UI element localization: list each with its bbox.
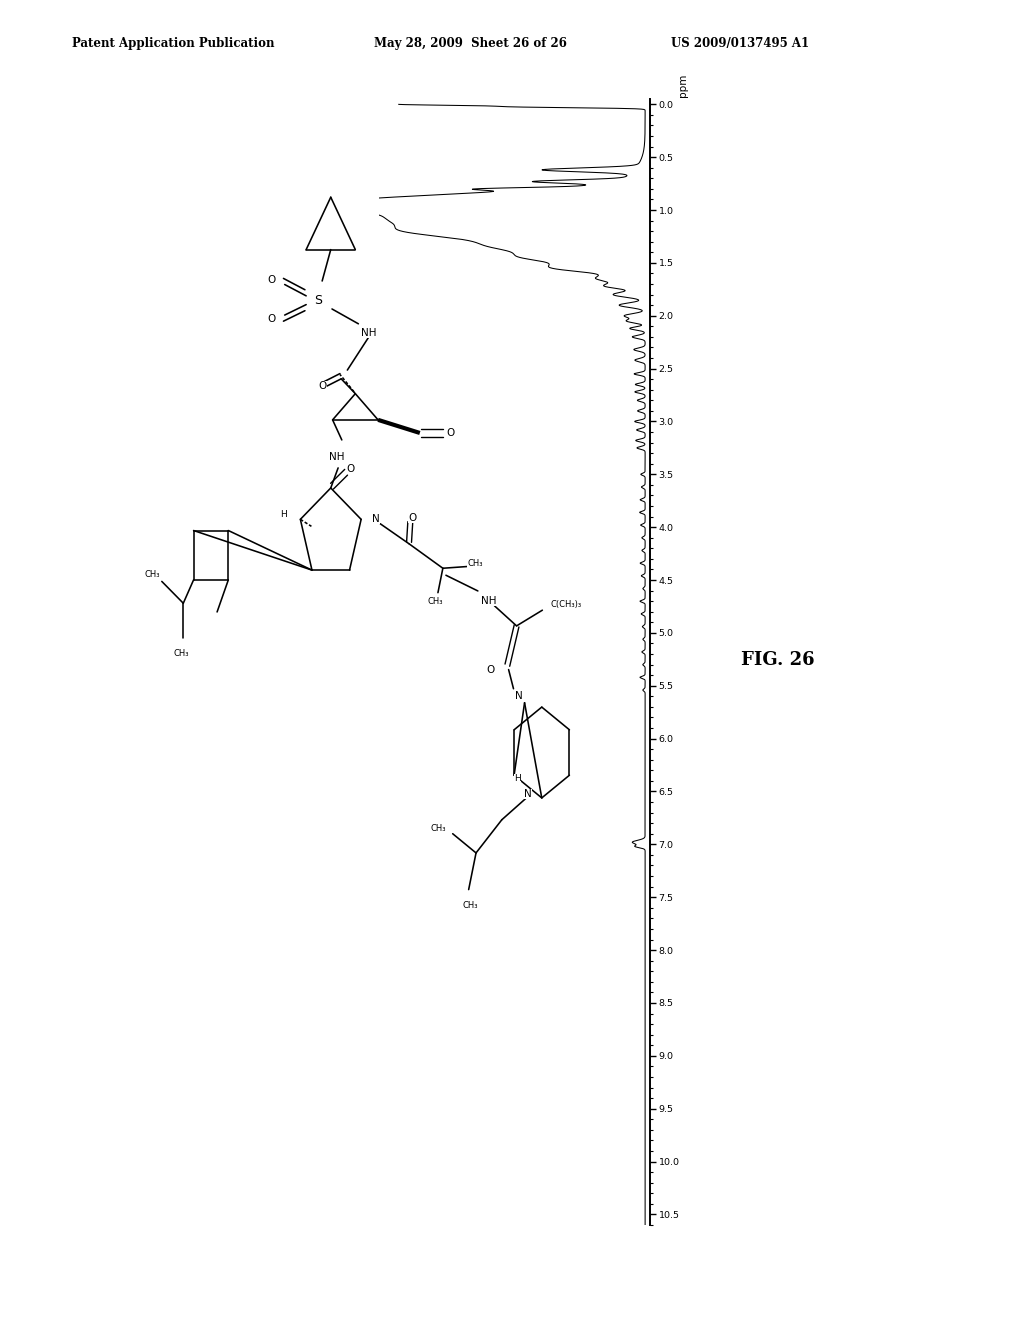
Text: CH₃: CH₃ bbox=[430, 824, 445, 833]
Text: O: O bbox=[318, 380, 327, 391]
Text: CH₃: CH₃ bbox=[174, 648, 189, 657]
Text: O: O bbox=[346, 463, 354, 474]
Text: N: N bbox=[372, 515, 380, 524]
Text: O: O bbox=[267, 275, 275, 285]
Text: Patent Application Publication: Patent Application Publication bbox=[72, 37, 274, 50]
Text: NH: NH bbox=[329, 453, 345, 462]
Text: N: N bbox=[524, 788, 532, 799]
Text: NH: NH bbox=[481, 597, 497, 606]
Text: CH₃: CH₃ bbox=[144, 570, 161, 579]
Text: NH: NH bbox=[361, 327, 377, 338]
Text: US 2009/0137495 A1: US 2009/0137495 A1 bbox=[671, 37, 809, 50]
Text: O: O bbox=[446, 428, 455, 438]
Text: O: O bbox=[267, 314, 275, 325]
Text: N: N bbox=[514, 690, 522, 701]
Text: CH₃: CH₃ bbox=[462, 900, 477, 909]
Text: H: H bbox=[514, 775, 520, 783]
Text: CH₃: CH₃ bbox=[428, 597, 443, 606]
Text: O: O bbox=[408, 512, 417, 523]
Text: C(CH₃)₃: C(CH₃)₃ bbox=[550, 599, 582, 609]
Text: FIG. 26: FIG. 26 bbox=[741, 651, 815, 669]
Text: May 28, 2009  Sheet 26 of 26: May 28, 2009 Sheet 26 of 26 bbox=[374, 37, 566, 50]
Text: O: O bbox=[486, 664, 495, 675]
Text: S: S bbox=[314, 294, 323, 306]
Text: CH₃: CH₃ bbox=[467, 560, 482, 569]
Text: H: H bbox=[280, 511, 287, 520]
Text: ppm: ppm bbox=[678, 74, 688, 96]
